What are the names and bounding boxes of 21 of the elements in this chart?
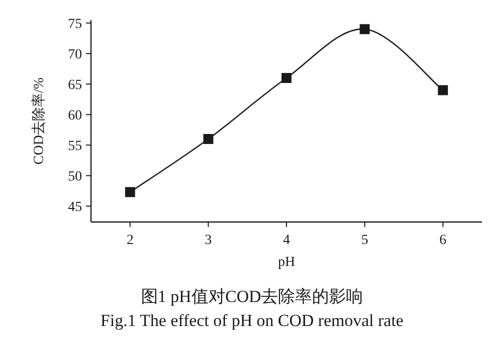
- y-tick-label: 60: [68, 108, 82, 124]
- y-tick-label: 65: [68, 78, 82, 94]
- y-tick-label: 45: [68, 200, 82, 216]
- text: Fig.1 The effect of pH on COD removal rate: [100, 311, 404, 330]
- y-axis-title: COD去除率/%: [31, 77, 47, 165]
- x-tick-label: 6: [439, 233, 446, 248]
- point: [438, 85, 448, 96]
- x-tick-label: 5: [361, 233, 368, 248]
- point: [203, 134, 214, 144]
- y-tick-label: 55: [68, 139, 82, 154]
- y-tick-label: 70: [68, 48, 82, 63]
- point: [360, 24, 370, 34]
- x-tick-label: 2: [126, 233, 134, 248]
- x-tick-label: 4: [283, 233, 290, 248]
- point: [282, 72, 292, 83]
- text: 图1 pH值对COD去除率的影响: [140, 287, 364, 306]
- x-axis-title: pH: [278, 255, 296, 270]
- point: [125, 187, 136, 198]
- x-tick-label: 3: [204, 233, 212, 248]
- y-tick-label: 50: [68, 170, 82, 185]
- y-tick-label: 75: [68, 17, 82, 32]
